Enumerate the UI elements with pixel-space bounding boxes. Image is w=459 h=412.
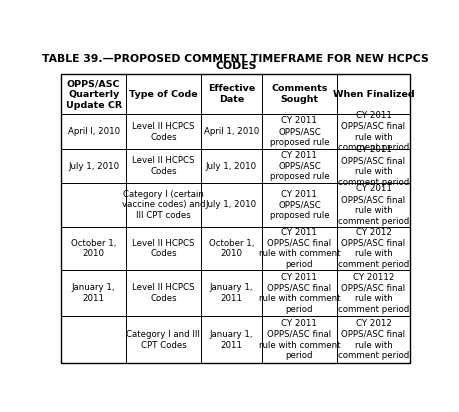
Bar [126,316,201,363]
Text: January 1,
2011: January 1, 2011 [209,330,252,349]
Bar [201,149,261,183]
Text: CY 2012
OPPS/ASC final
rule with
comment period: CY 2012 OPPS/ASC final rule with comment… [337,319,408,360]
Bar [336,183,409,227]
Bar [61,74,126,115]
Bar [336,316,409,363]
Bar [61,115,126,149]
Text: July 1, 2010: July 1, 2010 [205,162,257,171]
Text: April 1, 2010: April 1, 2010 [203,127,258,136]
Text: CY 2011
OPPS/ASC
proposed rule: CY 2011 OPPS/ASC proposed rule [269,190,329,220]
Bar [61,227,126,270]
Bar [126,149,201,183]
Text: CY 2011
OPPS/ASC final
rule with comment
period: CY 2011 OPPS/ASC final rule with comment… [258,319,339,360]
Text: Effective
Date: Effective Date [207,84,254,104]
Bar [61,270,126,316]
Text: OPPS/ASC
Quarterly
Update CR: OPPS/ASC Quarterly Update CR [66,79,122,110]
Bar [261,115,336,149]
Text: CY 2011
OPPS/ASC final
rule with
comment period: CY 2011 OPPS/ASC final rule with comment… [337,184,408,226]
Bar [201,316,261,363]
Bar [201,74,261,115]
Text: Comments
Sought: Comments Sought [271,84,327,104]
Text: October 1,
2010: October 1, 2010 [208,239,253,258]
Text: CY 2011
OPPS/ASC
proposed rule: CY 2011 OPPS/ASC proposed rule [269,117,329,147]
Text: Level II HCPCS
Codes: Level II HCPCS Codes [132,156,194,176]
Bar [126,74,201,115]
Text: January 1,
2011: January 1, 2011 [209,283,252,303]
Text: CY 2012
OPPS/ASC final
rule with
comment period: CY 2012 OPPS/ASC final rule with comment… [337,228,408,269]
Bar [126,227,201,270]
Text: CY 2011
OPPS/ASC final
rule with
comment period: CY 2011 OPPS/ASC final rule with comment… [337,145,408,187]
Bar [336,115,409,149]
Bar [61,316,126,363]
Bar [126,115,201,149]
Text: CY 2011
OPPS/ASC final
rule with
comment period: CY 2011 OPPS/ASC final rule with comment… [337,111,408,152]
Text: TABLE 39.—PROPOSED COMMENT TIMEFRAME FOR NEW HCPCS: TABLE 39.—PROPOSED COMMENT TIMEFRAME FOR… [42,54,428,64]
Text: CY 2011
OPPS/ASC final
rule with comment
period: CY 2011 OPPS/ASC final rule with comment… [258,273,339,314]
Bar [261,316,336,363]
Bar [261,74,336,115]
Bar [336,227,409,270]
Text: January 1,
2011: January 1, 2011 [72,283,115,303]
Text: April l, 2010: April l, 2010 [67,127,119,136]
Text: October 1,
2010: October 1, 2010 [71,239,116,258]
Text: Level II HCPCS
Codes: Level II HCPCS Codes [132,239,194,258]
Text: Level II HCPCS
Codes: Level II HCPCS Codes [132,283,194,303]
Bar [201,183,261,227]
Bar [336,270,409,316]
Bar [261,183,336,227]
Bar [201,227,261,270]
Text: July 1, 2010: July 1, 2010 [205,201,257,209]
Bar [336,149,409,183]
Bar [336,74,409,115]
Text: July 1, 2010: July 1, 2010 [68,162,119,171]
Text: CY 20112
OPPS/ASC final
rule with
comment period: CY 20112 OPPS/ASC final rule with commen… [337,273,408,314]
Bar [261,149,336,183]
Text: Type of Code: Type of Code [129,90,197,99]
Bar [201,270,261,316]
Text: CY 2011
OPPS/ASC
proposed rule: CY 2011 OPPS/ASC proposed rule [269,151,329,181]
Bar [201,115,261,149]
Text: CY 2011
OPPS/ASC final
rule with comment
period: CY 2011 OPPS/ASC final rule with comment… [258,228,339,269]
Bar [126,270,201,316]
Bar [261,270,336,316]
Text: When Finalized: When Finalized [332,90,414,99]
Bar [261,227,336,270]
Bar [126,183,201,227]
Bar [61,149,126,183]
Text: Level II HCPCS
Codes: Level II HCPCS Codes [132,122,194,142]
Text: CODES: CODES [215,61,256,71]
Text: Category I and III
CPT Codes: Category I and III CPT Codes [126,330,200,349]
Text: Category I (certain
vaccine codes) and
III CPT codes: Category I (certain vaccine codes) and I… [121,190,205,220]
Bar [61,183,126,227]
